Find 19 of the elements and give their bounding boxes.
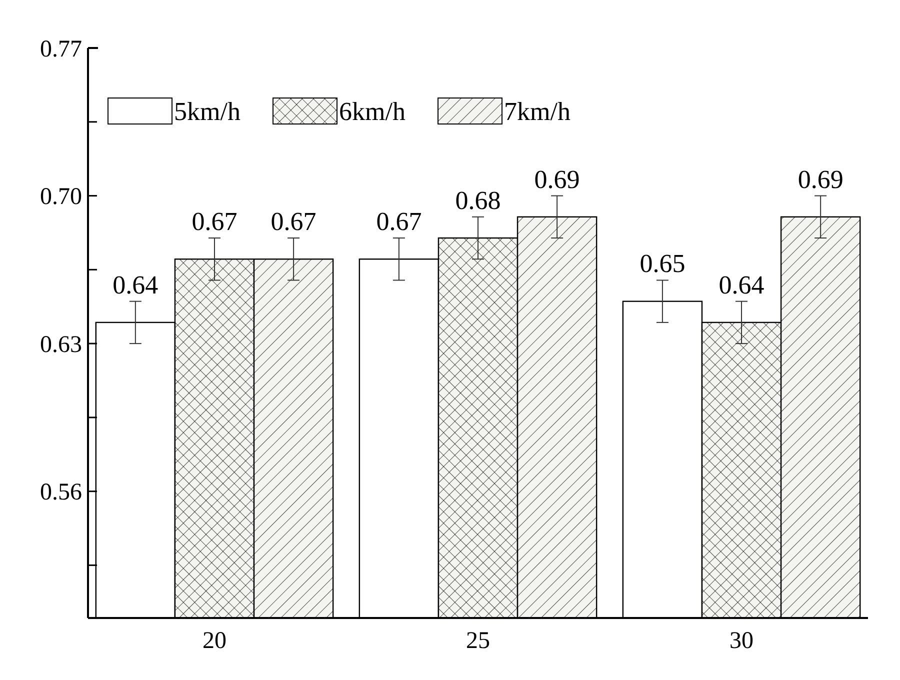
data-label: 0.65 [640, 249, 686, 278]
legend-label: 5km/h [174, 97, 240, 126]
x-tick-label: 20 [202, 628, 226, 654]
data-label: 0.67 [192, 207, 238, 236]
data-label: 0.64 [718, 270, 764, 300]
legend-label: 7km/h [504, 97, 570, 126]
data-label: 0.69 [534, 164, 580, 194]
y-tick-label: 0.77 [40, 36, 82, 62]
y-tick-label: 0.70 [40, 184, 82, 210]
y-tick-label: 0.63 [40, 332, 82, 358]
legend-label: 6km/h [339, 97, 406, 126]
data-label: 0.64 [112, 270, 158, 300]
data-label: 0.69 [798, 164, 844, 194]
y-tick-label: 0.56 [40, 480, 82, 506]
x-tick-label: 25 [466, 628, 490, 654]
data-label: 0.67 [376, 207, 422, 236]
data-label: 0.68 [455, 186, 501, 215]
x-tick-label: 30 [730, 628, 754, 654]
data-label: 0.67 [270, 207, 316, 236]
